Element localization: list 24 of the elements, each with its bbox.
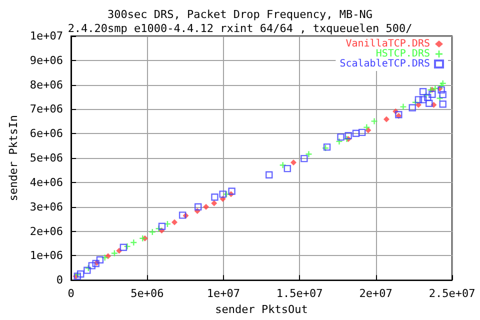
- x-axis-title: sender PktsOut: [215, 303, 308, 316]
- y-tick-label: 4e+06: [30, 176, 64, 189]
- legend-label: HSTCP.DRS: [376, 48, 430, 60]
- x-tick-label: 2e+07: [359, 287, 392, 300]
- chart-title: 300sec DRS, Packet Drop Frequency, MB-NG: [108, 8, 372, 21]
- legend-label: ScalableTCP.DRS: [340, 58, 430, 70]
- y-axis-title: sender PktsIn: [7, 115, 20, 202]
- x-tick-label: 0: [68, 287, 74, 300]
- x-tick-label: 1e+07: [206, 287, 240, 300]
- y-tick-label: 9e+06: [30, 54, 64, 67]
- chart-subtitle: 2.4.20smp e1000-4.4.12 rxint 64/64 , txqueuelen 500/: [68, 22, 412, 35]
- y-tick-label: 6e+06: [30, 127, 64, 140]
- y-tick-label: 8e+06: [30, 78, 64, 92]
- y-tick-label: 1e+06: [30, 249, 64, 262]
- legend-label: VanillaTCP.DRS: [346, 38, 430, 50]
- y-tick-label: 7e+06: [30, 102, 64, 116]
- y-tick-label: 0: [56, 274, 64, 287]
- x-tick-label: 5e+06: [130, 287, 164, 300]
- y-tick-label: 3e+06: [30, 200, 64, 214]
- x-tick-label: 1.5e+07: [276, 287, 323, 300]
- y-tick-label: 2e+06: [30, 224, 64, 238]
- x-tick-label: 2.5e+07: [428, 287, 476, 300]
- y-tick-label: 5e+06: [30, 152, 64, 165]
- y-tick-label: 1e+07: [30, 30, 64, 42]
